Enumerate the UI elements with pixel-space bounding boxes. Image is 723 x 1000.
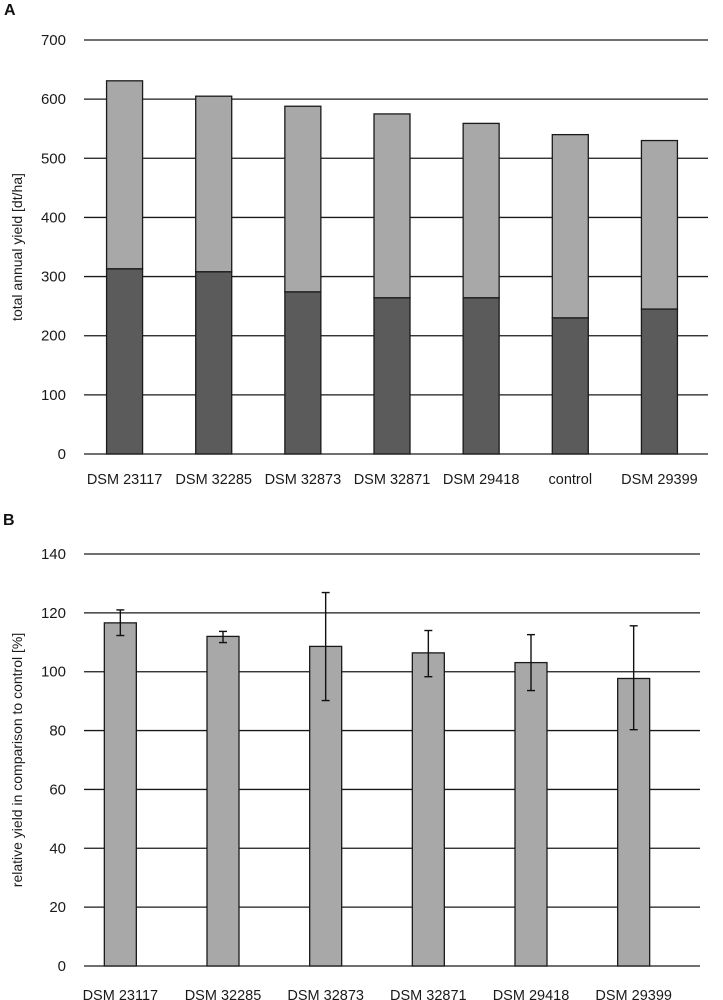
x-category-label: DSM 32285 [185,988,262,1000]
y-tick-label: 700 [41,32,66,49]
y-tick-label: 100 [41,387,66,404]
panel-label-a: A [4,2,16,19]
y-tick-label: 400 [41,209,66,226]
chart-b-relative-yield: 0 20 40 60 80 100 120 140 relative yield in comp… [9,546,700,1000]
bar-lower-segment [105,268,144,455]
chart-a-total-annual-yield: 0 100 200 300 400 500 600 700 total annual yield… [9,32,708,488]
panel-label-b: B [3,512,15,529]
bar-group [617,625,651,967]
y-tick-label: 100 [41,664,66,681]
bar-group [640,139,679,455]
bar [514,661,548,967]
bar-group [462,122,500,455]
y-tick-label: 200 [41,328,66,345]
y-tick-label: 600 [41,91,66,108]
x-category-label: DSM 23117 [87,472,163,488]
bar-upper-segment [373,113,411,299]
y-axis-label: relative yield in comparison to control … [9,633,25,887]
bar-lower-segment [462,297,500,455]
bar-upper-segment [195,95,233,273]
x-category-label: DSM 32871 [354,472,431,488]
y-tick-label: 140 [41,546,66,563]
x-category-label: DSM 32873 [265,472,342,488]
x-category-label: DSM 29399 [621,472,698,488]
bar-lower-segment [551,317,589,455]
bar-group [551,133,589,455]
x-category-label: DSM 29418 [443,472,520,488]
y-axis-label: total annual yield [dt/ha] [9,173,25,321]
bar [103,622,137,967]
bar-group [309,591,343,967]
bar-group [514,633,548,967]
bar-upper-segment [105,80,144,270]
bar-group [411,629,445,967]
y-tick-label: 300 [41,269,66,286]
bar-lower-segment [195,271,233,455]
x-category-label: DSM 29399 [595,988,672,1000]
x-category-label: control [549,472,593,488]
bar [411,652,445,967]
bar-lower-segment [640,308,679,455]
bar-group [103,609,137,967]
x-category-label: DSM 32873 [287,988,364,1000]
y-tick-label: 60 [49,781,66,798]
x-category-label: DSM 29418 [493,988,570,1000]
bar-group [373,113,411,455]
y-tick-label: 80 [49,723,66,740]
y-tick-label: 20 [49,899,66,916]
bar-upper-segment [462,122,500,299]
x-category-label: DSM 32285 [175,472,252,488]
bar-lower-segment [284,291,322,455]
x-category-label: DSM 23117 [83,988,159,1000]
bar-lower-segment [373,297,411,455]
bar-upper-segment [551,133,589,319]
x-category-label: DSM 32871 [390,988,467,1000]
bar-upper-segment [640,139,679,310]
bar-group [206,630,240,967]
y-tick-label: 40 [49,840,66,857]
y-tick-label: 120 [41,605,66,622]
bar-upper-segment [284,105,322,293]
y-tick-label: 500 [41,150,66,167]
y-tick-label: 0 [58,446,66,463]
y-tick-label: 0 [58,958,66,975]
bar-group [284,105,322,455]
bar [206,635,240,967]
bar-group [195,95,233,455]
bar-group [105,80,144,455]
